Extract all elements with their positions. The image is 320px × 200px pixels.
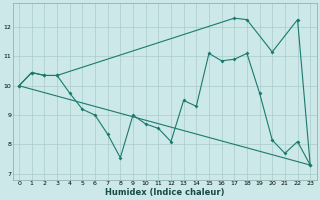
X-axis label: Humidex (Indice chaleur): Humidex (Indice chaleur) [105,188,224,197]
